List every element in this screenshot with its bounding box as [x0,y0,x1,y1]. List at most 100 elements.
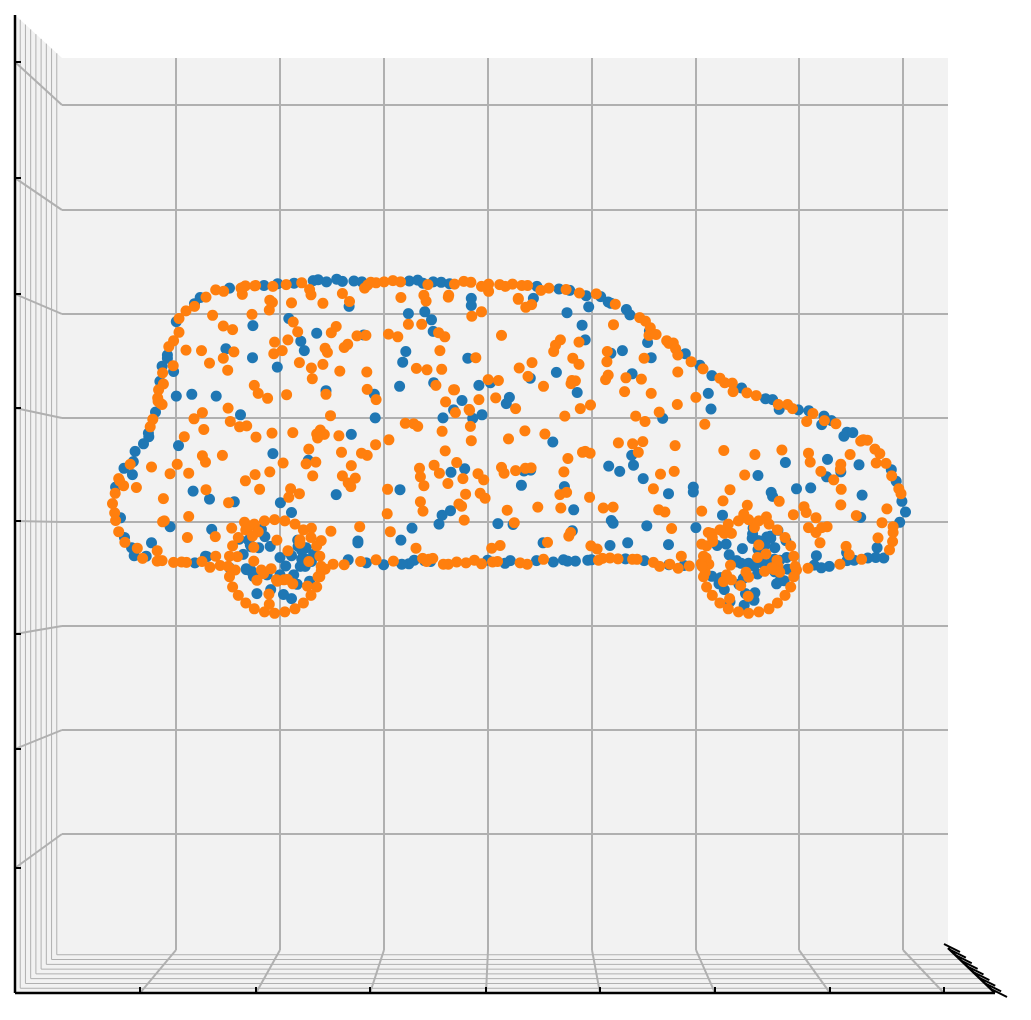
point-series-orange [334,365,346,377]
point-series-orange [297,524,309,536]
point-series-blue [286,507,297,518]
point-series-orange [181,532,193,543]
point-series-orange [287,427,299,439]
point-series-orange [410,542,422,554]
point-series-blue [641,520,653,532]
point-series-blue [403,275,415,287]
point-series-orange [597,502,609,514]
point-series-orange [171,458,183,470]
point-series-orange [803,447,814,459]
point-series-blue [210,390,222,402]
point-series-orange [771,524,783,536]
point-series-blue [582,554,594,566]
point-series-orange [314,571,326,583]
axis-lines [13,15,1008,998]
point-series-blue [515,479,527,491]
point-series-orange [383,328,394,340]
point-series-orange [699,418,711,430]
point-series-orange [672,366,684,378]
point-series-blue [500,398,512,410]
point-series-blue [247,352,258,364]
point-series-orange [763,603,775,615]
point-series-blue [271,361,283,373]
point-series-orange [584,491,596,503]
point-series-orange [743,607,755,619]
point-series-orange [590,288,602,300]
point-series-orange [151,555,163,567]
point-series-orange [314,550,326,562]
point-series-orange [638,352,650,364]
point-series-blue [402,308,414,320]
point-series-orange [789,560,801,572]
point-series-orange [217,320,229,332]
point-series-orange [370,277,382,289]
point-series-orange [753,606,765,618]
point-series-orange [119,536,131,548]
point-series-orange [361,383,373,395]
point-series-orange [522,370,534,382]
point-series-blue [400,346,412,357]
point-series-orange [439,445,451,457]
point-series-orange [266,296,278,308]
point-series-orange [672,562,684,574]
point-series-orange [311,581,323,593]
point-series-orange [887,536,899,547]
point-series-orange [224,571,235,583]
point-series-orange [306,373,318,385]
point-series-orange [468,554,480,566]
point-series-orange [714,524,726,536]
point-series-blue [267,448,279,460]
point-series-orange [726,377,738,389]
point-series-orange [137,552,149,564]
point-series-orange [416,318,428,330]
point-series-orange [345,481,357,493]
point-series-orange [305,589,317,601]
point-series-orange [301,580,313,592]
point-series-blue [856,489,868,501]
point-series-orange [766,562,778,574]
point-series-orange [510,465,522,477]
point-series-orange [370,394,382,406]
point-series-orange [310,456,322,468]
point-series-blue [561,307,573,319]
y-axis-tick [990,988,1008,998]
point-series-orange [222,402,234,414]
point-series-blue [492,518,504,530]
point-series-orange [785,540,797,552]
point-series-orange [525,462,537,474]
point-series-orange [818,415,830,427]
point-series-orange [608,319,619,331]
point-series-orange [807,408,819,419]
point-series-orange [810,527,822,538]
point-series-orange [664,558,676,570]
point-series-blue [822,453,833,465]
point-series-orange [280,279,292,291]
point-series-orange [196,556,208,567]
point-series-orange [247,530,258,542]
point-series-orange [222,364,234,376]
point-series-blue [146,537,157,549]
point-series-orange [151,545,163,557]
point-series-orange [834,558,846,570]
point-series-orange [336,446,347,458]
point-series-orange [600,374,612,386]
point-series-orange [297,597,309,609]
point-series-orange [240,597,252,609]
point-series-blue [605,515,617,526]
point-series-blue [129,445,141,457]
point-series-orange [311,540,323,552]
point-series-orange [828,474,840,486]
point-series-orange [479,492,491,504]
point-series-orange [456,500,468,512]
point-series-orange [410,362,422,374]
point-series-blue [436,509,448,521]
point-series-orange [543,282,555,294]
point-series-blue [624,309,636,321]
point-series-orange [303,556,315,567]
left-pane [15,15,62,993]
point-series-orange [289,518,301,530]
point-series-blue [702,387,714,399]
point-series-orange [414,496,426,508]
point-series-orange [443,289,455,301]
point-series-orange [476,306,487,318]
